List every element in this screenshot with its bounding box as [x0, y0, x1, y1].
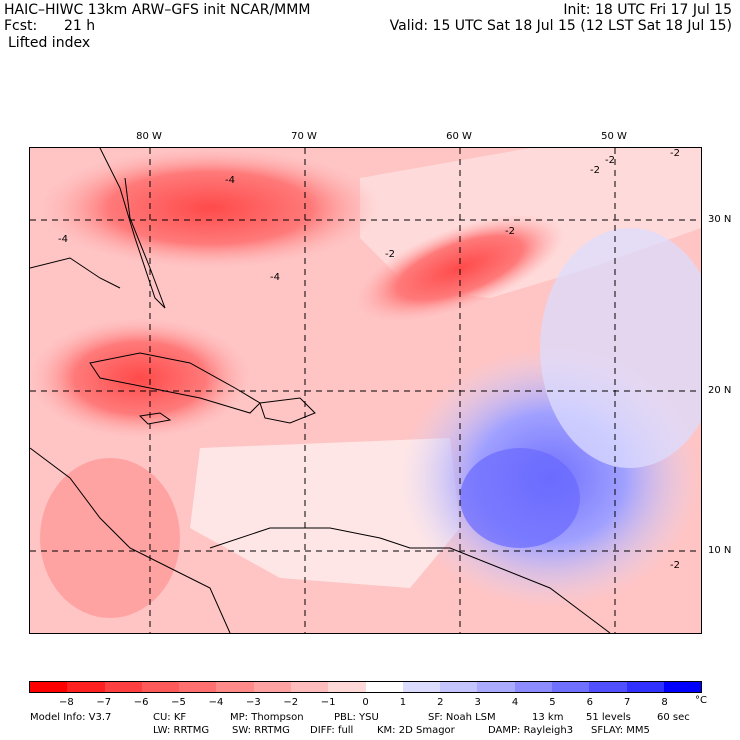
colorbar-segment	[141, 682, 180, 692]
colorbar-tick-label: −2	[283, 697, 299, 708]
lon-label-70w: 70 W	[291, 131, 317, 142]
colorbar-tick-label: −8	[59, 697, 74, 708]
colorbar	[29, 681, 702, 693]
model-info: Model Info: V3.7	[30, 712, 112, 723]
field-unstable-caribbean	[30, 318, 250, 438]
valid-time: Valid: 15 UTC Sat 18 Jul 15 (12 LST Sat …	[389, 18, 732, 34]
colorbar-segment	[216, 682, 254, 692]
contour-label: -4	[58, 234, 68, 245]
model-title: HAIC–HIWC 13km ARW–GFS init NCAR/MMM	[4, 2, 311, 18]
colorbar-tick-label: −1	[320, 697, 336, 708]
longwave-scheme: LW: RRTMG	[153, 725, 210, 736]
forecast-hours: 21 h	[64, 18, 96, 34]
contour-label: -2	[670, 560, 680, 571]
field-near-zero	[190, 438, 460, 588]
lon-label-60w: 60 W	[446, 131, 472, 142]
colorbar-segment	[290, 682, 329, 692]
colorbar-tick-label: −5	[171, 697, 186, 708]
colorbar-segment	[253, 682, 291, 692]
colorbar-tick-label: 6	[586, 697, 594, 708]
lifted-index-map: -4 -4 -2 -2 -2 -2 -2 -4 -2	[29, 147, 720, 634]
colorbar-tick-label: −7	[96, 697, 112, 708]
colorbar-segment	[30, 682, 68, 692]
coastlines	[29, 147, 611, 634]
lat-label-10n: 10 N	[708, 545, 732, 556]
field-unstable-band	[355, 214, 565, 322]
forecast-label: Fcst:	[4, 18, 38, 34]
shortwave-scheme: SW: RRTMG	[232, 725, 290, 736]
colorbar-segment	[440, 682, 478, 692]
grid-spacing: 13 km	[532, 712, 564, 723]
graticule	[30, 148, 701, 633]
field-unstable-central-america	[40, 458, 180, 618]
contour-label: -4	[270, 272, 280, 283]
colorbar-segment	[477, 682, 515, 692]
init-time: Init: 18 UTC Fri 17 Jul 15	[563, 2, 732, 18]
map-canvas: -4 -4 -2 -2 -2 -2 -2 -4 -2	[29, 147, 720, 634]
surface-layer: SFLAY: MM5	[591, 725, 650, 736]
colorbar-tick-label: 5	[549, 697, 556, 708]
pbl-scheme: PBL: YSU	[334, 712, 379, 723]
colorbar-tick-label: 7	[624, 697, 631, 708]
damping-setting: DAMP: Rayleigh3	[488, 725, 574, 736]
colorbar-segment	[402, 682, 441, 692]
colorbar-segment	[67, 682, 105, 692]
microphysics-scheme: MP: Thompson	[230, 712, 304, 723]
lat-label-30n: 30 N	[708, 214, 732, 225]
lon-label-80w: 80 W	[136, 131, 162, 142]
field-stable-core	[460, 448, 580, 548]
vertical-levels: 51 levels	[586, 712, 631, 723]
lat-label-20n: 20 N	[708, 385, 732, 396]
colorbar-segment	[663, 682, 702, 692]
contour-label: -2	[505, 226, 515, 237]
colorbar-segment	[365, 682, 403, 692]
cumulus-scheme: CU: KF	[153, 712, 187, 723]
colorbar-tick-label: 0	[362, 697, 369, 708]
colorbar-segment	[179, 682, 217, 692]
field-unstable-north	[40, 148, 380, 268]
colorbar-tick-label: 1	[399, 697, 407, 708]
colorbar-tick-label: 2	[437, 697, 444, 708]
contour-label: -2	[670, 148, 680, 159]
contour-label: -2	[605, 155, 615, 166]
contour-label: -4	[225, 175, 235, 186]
lon-label-50w: 50 W	[601, 131, 627, 142]
colorbar-tick-label: −3	[245, 697, 261, 708]
diffusion-setting: DIFF: full	[310, 725, 354, 736]
eddy-coefficient: KM: 2D Smagor	[377, 725, 455, 736]
colorbar-segment	[626, 682, 664, 692]
colorbar-segment	[514, 682, 552, 692]
surface-scheme: SF: Noah LSM	[428, 712, 496, 723]
contour-label: -2	[590, 165, 600, 176]
colorbar-segment	[104, 682, 142, 692]
colorbar-tick-label: 3	[474, 697, 481, 708]
colorbar-tick-label: 8	[661, 697, 668, 708]
time-step: 60 sec	[657, 712, 690, 723]
colorbar-unit: °C	[695, 695, 707, 706]
contour-label: -2	[385, 249, 395, 260]
colorbar-segment	[328, 682, 366, 692]
colorbar-tick-label: −4	[208, 697, 224, 708]
colorbar-tick-label: 4	[511, 697, 519, 708]
field-stable-east	[540, 228, 720, 468]
colorbar-segment	[551, 682, 590, 692]
colorbar-tick-label: −6	[133, 697, 149, 708]
field-name: Lifted index	[8, 35, 91, 51]
colorbar-segment	[589, 682, 627, 692]
